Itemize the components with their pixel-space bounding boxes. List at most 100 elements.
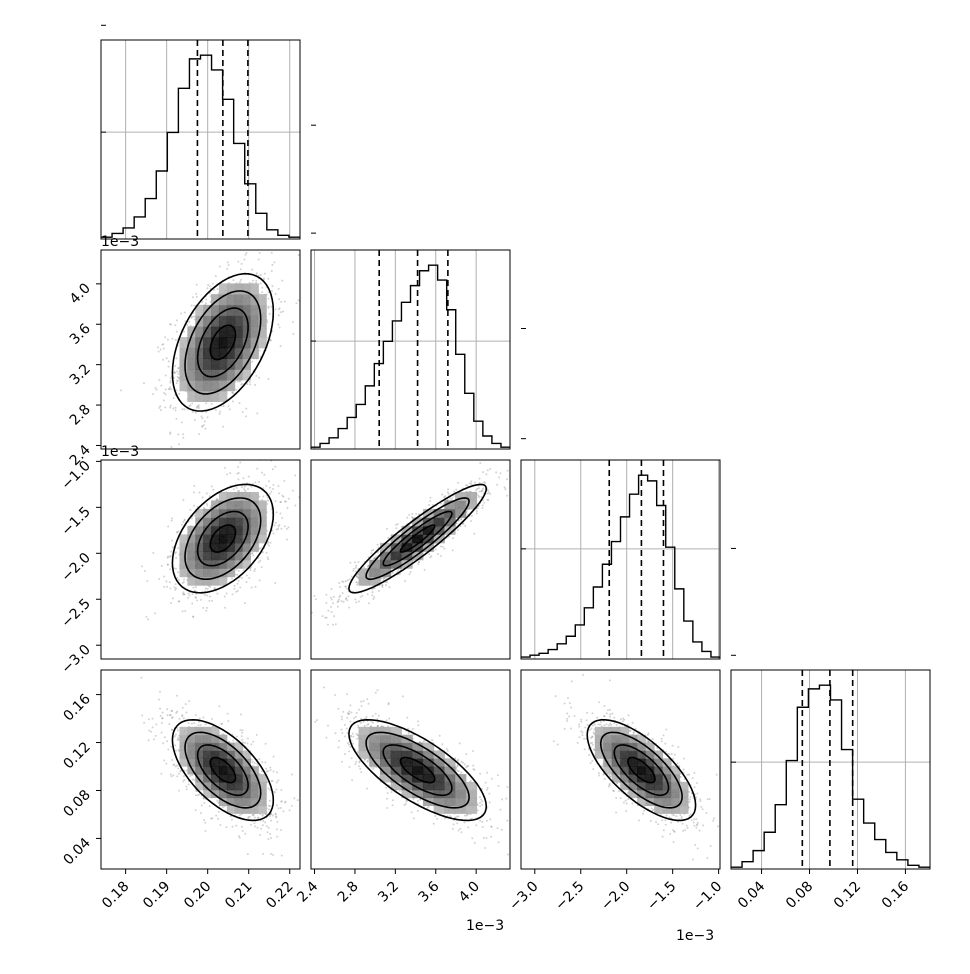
sample-point xyxy=(260,282,262,284)
sample-point xyxy=(170,446,172,448)
sample-point xyxy=(270,339,272,341)
sample-point xyxy=(152,393,154,395)
sample-point xyxy=(239,814,241,816)
sample-point xyxy=(280,528,282,530)
sample-point xyxy=(205,610,207,612)
sample-point xyxy=(268,306,270,308)
density-cell xyxy=(219,391,227,402)
sample-point xyxy=(271,270,273,272)
sample-point xyxy=(240,268,242,270)
sample-point xyxy=(213,587,215,589)
sample-point xyxy=(428,504,430,506)
sample-point xyxy=(353,568,355,570)
panel-content xyxy=(521,329,720,659)
sample-point xyxy=(201,425,203,427)
sample-point xyxy=(281,517,283,519)
sample-point xyxy=(278,314,280,316)
sample-point xyxy=(192,296,194,298)
sample-point xyxy=(275,522,277,524)
sample-point xyxy=(200,415,202,417)
sample-point xyxy=(529,452,531,454)
sample-point xyxy=(237,380,239,382)
sample-point xyxy=(169,433,171,435)
sample-point xyxy=(437,553,439,555)
sample-point xyxy=(409,573,411,575)
sample-point xyxy=(195,293,197,295)
sample-point xyxy=(271,252,273,254)
sample-point xyxy=(261,566,263,568)
sample-point xyxy=(440,555,442,557)
sample-point xyxy=(165,374,167,376)
sample-point xyxy=(258,561,260,563)
sample-point xyxy=(279,513,281,515)
histogram-2 xyxy=(521,475,720,657)
sample-point xyxy=(249,381,251,383)
sample-point xyxy=(267,556,269,558)
sample-point xyxy=(284,300,286,302)
sample-point xyxy=(183,775,185,777)
sample-point xyxy=(193,505,195,507)
density-cell xyxy=(235,337,243,348)
sample-point xyxy=(242,729,244,731)
sample-point xyxy=(270,306,272,308)
sample-point xyxy=(167,564,169,566)
sample-point xyxy=(335,623,337,625)
sample-point xyxy=(424,569,426,571)
sample-point xyxy=(186,770,188,772)
sample-point xyxy=(333,596,335,598)
sample-point xyxy=(175,568,177,570)
sample-point xyxy=(229,472,231,474)
sample-point xyxy=(356,575,358,577)
sample-point xyxy=(343,601,345,603)
density-cell xyxy=(179,380,187,391)
sample-point xyxy=(219,266,221,268)
sample-point xyxy=(518,458,520,460)
sample-point xyxy=(248,476,250,478)
sample-point xyxy=(270,820,272,822)
density-cell xyxy=(235,294,243,305)
sample-point xyxy=(261,287,263,289)
sample-point xyxy=(270,542,272,544)
panel-frame xyxy=(101,40,300,239)
sample-point xyxy=(232,279,234,281)
sample-point xyxy=(206,287,208,289)
sample-point xyxy=(181,524,183,526)
sample-point xyxy=(237,466,239,468)
sample-point xyxy=(217,818,219,820)
sample-point xyxy=(120,389,122,391)
sample-point xyxy=(359,596,361,598)
sample-point xyxy=(196,296,198,298)
sample-point xyxy=(200,812,202,814)
sample-point xyxy=(250,743,252,745)
sample-point xyxy=(270,491,272,493)
sample-point xyxy=(349,562,351,564)
sample-point xyxy=(262,496,264,498)
sample-point xyxy=(169,587,171,589)
sample-point xyxy=(429,500,431,502)
density-cell xyxy=(219,534,227,543)
sample-point xyxy=(322,615,324,617)
sample-point xyxy=(242,411,244,413)
sample-point xyxy=(476,512,478,514)
sample-point xyxy=(246,574,248,576)
panel-content xyxy=(141,441,315,621)
sample-point xyxy=(239,729,241,731)
sample-point xyxy=(278,524,280,526)
sample-point xyxy=(327,610,329,612)
sample-point xyxy=(333,615,335,617)
sample-point xyxy=(457,529,459,531)
sample-point xyxy=(473,533,475,535)
sample-point xyxy=(452,537,454,539)
sample-point xyxy=(251,269,253,271)
sample-point xyxy=(485,473,487,475)
sample-point xyxy=(176,531,178,533)
sample-point xyxy=(255,280,257,282)
sample-point xyxy=(237,574,239,576)
sample-point xyxy=(288,498,290,500)
sample-point xyxy=(206,492,208,494)
sample-point xyxy=(252,555,254,557)
sample-point xyxy=(195,596,197,598)
sample-point xyxy=(160,409,162,411)
sample-point xyxy=(191,603,193,605)
sample-point xyxy=(205,402,207,404)
